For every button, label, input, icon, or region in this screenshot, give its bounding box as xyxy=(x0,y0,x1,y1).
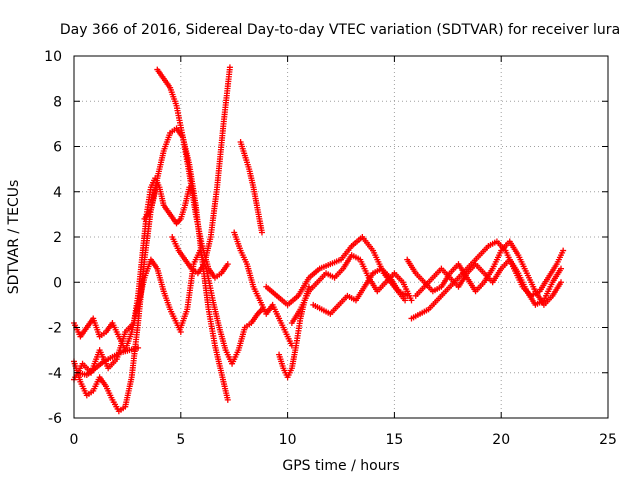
grid xyxy=(74,56,608,418)
data-point xyxy=(408,297,415,304)
y-tick-label: 6 xyxy=(53,140,62,156)
series-arc-7 xyxy=(169,64,233,277)
y-axis-label: SDTVAR / TECUs xyxy=(6,180,22,295)
y-tick-label: 2 xyxy=(53,230,62,246)
data-point xyxy=(404,292,411,299)
series-arc-1 xyxy=(71,256,184,354)
y-tick-label: 10 xyxy=(44,49,62,65)
y-tick-label: -2 xyxy=(48,321,62,337)
x-tick-label: 15 xyxy=(385,432,403,448)
data-point xyxy=(558,279,565,286)
series-arc-13 xyxy=(288,252,415,326)
x-tick-label: 0 xyxy=(70,432,79,448)
series-arc-17 xyxy=(404,238,565,308)
series-arc-8 xyxy=(177,247,265,367)
y-tick-label: -4 xyxy=(48,366,62,382)
data-point xyxy=(402,297,409,304)
x-tick-label: 25 xyxy=(599,432,617,448)
series-arc-9 xyxy=(231,229,295,349)
x-tick-label: 20 xyxy=(492,432,510,448)
series-arc-12 xyxy=(263,234,409,308)
data-point xyxy=(258,229,265,236)
series-arc-6 xyxy=(154,66,231,281)
series-arc-14 xyxy=(310,265,411,317)
chart-title: Day 366 of 2016, Sidereal Day-to-day VTE… xyxy=(60,22,620,38)
y-tick-label: 0 xyxy=(53,275,62,291)
data-point xyxy=(558,265,565,272)
data-point xyxy=(560,247,567,254)
data-point xyxy=(135,344,142,351)
series-arc-4 xyxy=(75,344,142,379)
y-tick-label: 4 xyxy=(53,185,62,201)
x-tick-label: 5 xyxy=(176,432,185,448)
data-point xyxy=(224,396,231,403)
x-tick-label: 10 xyxy=(279,432,297,448)
data-point xyxy=(226,64,233,71)
y-tick-label: 8 xyxy=(53,94,62,110)
data-point xyxy=(224,261,231,268)
data-points xyxy=(71,64,567,415)
series-arc-10 xyxy=(237,138,265,236)
y-tick-label: -6 xyxy=(48,411,62,427)
x-axis-label: GPS time / hours xyxy=(282,458,399,474)
axis-ticks: 0 5 10 15 20 25 -6 -4 -2 0 2 4 6 8 10 xyxy=(44,49,617,448)
